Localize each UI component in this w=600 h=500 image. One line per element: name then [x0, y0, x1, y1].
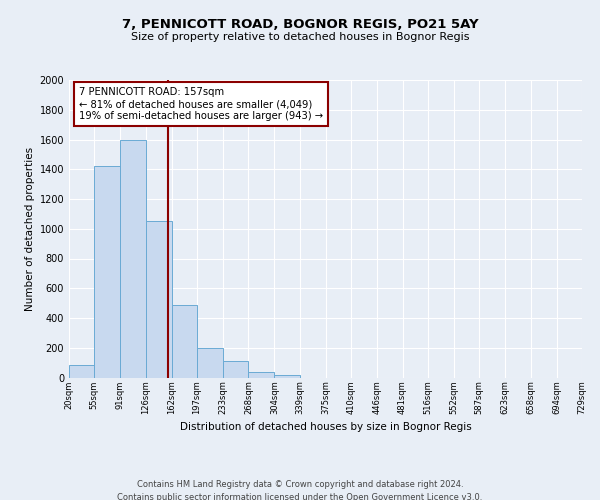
Bar — [172, 304, 197, 378]
Bar — [248, 372, 274, 378]
Text: Contains HM Land Registry data © Crown copyright and database right 2024.
Contai: Contains HM Land Registry data © Crown c… — [118, 480, 482, 500]
Bar — [197, 348, 223, 378]
Bar — [223, 361, 248, 378]
Bar — [94, 166, 121, 378]
Text: Size of property relative to detached houses in Bognor Regis: Size of property relative to detached ho… — [131, 32, 469, 42]
X-axis label: Distribution of detached houses by size in Bognor Regis: Distribution of detached houses by size … — [179, 422, 472, 432]
Bar — [69, 365, 94, 378]
Bar — [146, 222, 172, 378]
Bar — [121, 140, 146, 378]
Bar — [274, 376, 300, 378]
Y-axis label: Number of detached properties: Number of detached properties — [25, 146, 35, 311]
Text: 7, PENNICOTT ROAD, BOGNOR REGIS, PO21 5AY: 7, PENNICOTT ROAD, BOGNOR REGIS, PO21 5A… — [122, 18, 478, 30]
Text: 7 PENNICOTT ROAD: 157sqm
← 81% of detached houses are smaller (4,049)
19% of sem: 7 PENNICOTT ROAD: 157sqm ← 81% of detach… — [79, 88, 323, 120]
